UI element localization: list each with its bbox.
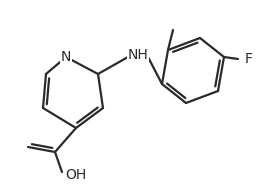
Text: F: F bbox=[245, 52, 253, 66]
Text: OH: OH bbox=[65, 168, 87, 182]
Text: N: N bbox=[61, 50, 71, 64]
Text: NH: NH bbox=[128, 48, 148, 62]
